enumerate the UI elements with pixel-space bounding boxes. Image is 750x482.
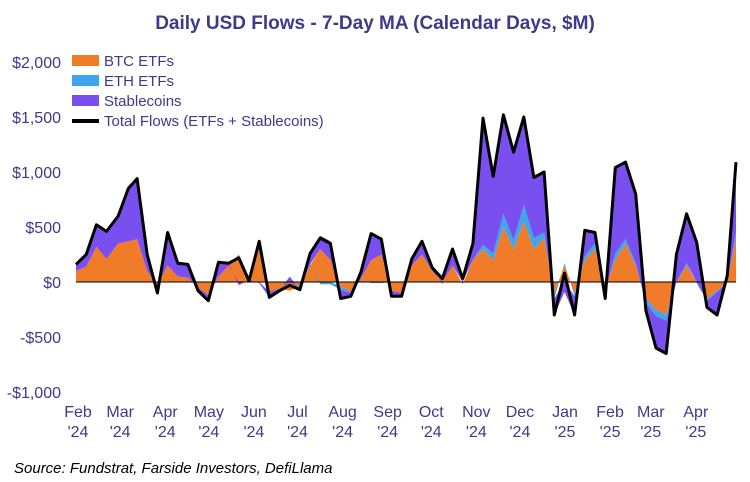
y-tick-label: $2,000	[12, 55, 61, 72]
x-tick-label-month: Feb	[64, 404, 92, 421]
x-tick-label-month: May	[194, 404, 224, 421]
y-axis: $2,000 $1,500 $1,000 $500 $0 -$500 -$1,000	[7, 55, 61, 402]
x-tick-label-year: '24	[421, 424, 442, 441]
x-tick-label-year: '25	[555, 424, 576, 441]
x-tick-label-year: '24	[287, 424, 308, 441]
x-tick-label-month: Mar	[637, 404, 665, 421]
x-tick-label-year: '24	[510, 424, 531, 441]
y-tick-label: $1,000	[12, 165, 61, 182]
legend-swatch-btc-etfs	[72, 55, 99, 66]
x-tick-label-month: Apr	[153, 404, 179, 421]
x-tick-label-year: '24	[198, 424, 219, 441]
x-tick-label-year: '25	[685, 424, 706, 441]
legend-label-total-flows: Total Flows (ETFs + Stablecoins)	[104, 113, 324, 130]
x-tick-label-month: Sep	[373, 404, 402, 421]
source-note: Source: Fundstrat, Farside Investors, De…	[14, 460, 332, 477]
legend-label-eth-etfs: ETH ETFs	[104, 73, 174, 90]
y-tick-label: $500	[25, 220, 61, 237]
x-tick-label-month: Mar	[106, 404, 134, 421]
x-tick-label-month: Nov	[462, 404, 490, 421]
x-tick-label-month: Dec	[506, 404, 534, 421]
y-tick-label: -$500	[20, 330, 61, 347]
x-tick-label-month: Jun	[241, 404, 267, 421]
x-tick-label-year: '24	[466, 424, 487, 441]
legend: BTC ETFs ETH ETFs Stablecoins Total Flow…	[72, 53, 324, 130]
x-tick-label-year: '24	[155, 424, 176, 441]
total-flows-line	[74, 113, 738, 355]
x-axis: Feb '24 Mar '24 Apr '24 May '24 Jun '24 Jul '24 Aug '…	[64, 404, 709, 441]
legend-swatch-stablecoins	[72, 95, 99, 106]
chart-title: Daily USD Flows - 7-Day MA (Calendar Day…	[155, 13, 595, 34]
legend-swatch-eth-etfs	[72, 75, 99, 86]
legend-label-stablecoins: Stablecoins	[104, 93, 182, 110]
legend-label-btc-etfs: BTC ETFs	[104, 53, 174, 70]
x-tick-label-month: Oct	[419, 404, 444, 421]
y-tick-label: $0	[43, 275, 61, 292]
x-tick-label-year: '24	[332, 424, 353, 441]
y-tick-label: -$1,000	[7, 385, 61, 402]
x-tick-label-year: '24	[377, 424, 398, 441]
x-tick-label-month: Feb	[596, 404, 624, 421]
y-tick-label: $1,500	[12, 110, 61, 127]
x-tick-label-year: '24	[68, 424, 89, 441]
x-tick-label-year: '25	[640, 424, 661, 441]
x-tick-label-year: '25	[600, 424, 621, 441]
x-tick-label-year: '24	[243, 424, 264, 441]
x-tick-label-year: '24	[110, 424, 131, 441]
total-flows-line-group	[74, 113, 738, 355]
x-tick-label-month: Apr	[683, 404, 709, 421]
x-tick-label-month: Jul	[287, 404, 307, 421]
area-stablecoins	[76, 114, 736, 354]
stacked-areas	[76, 114, 736, 354]
x-tick-label-month: Aug	[328, 404, 356, 421]
x-tick-label-month: Jan	[552, 404, 578, 421]
